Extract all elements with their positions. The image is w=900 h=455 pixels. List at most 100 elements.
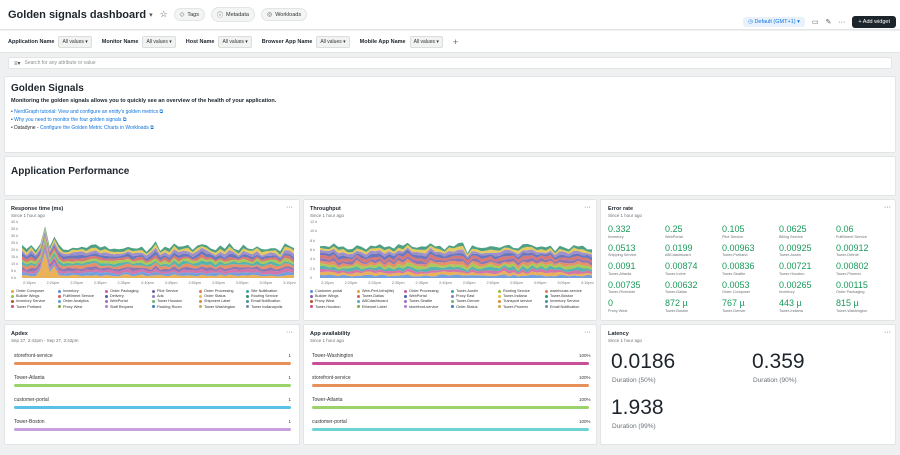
response-time-x-tick: 2:25pm bbox=[70, 281, 83, 285]
response-time-chart bbox=[22, 226, 294, 278]
filter-icon[interactable]: ≡▾ bbox=[14, 60, 21, 67]
workloads-label: Workloads bbox=[275, 11, 302, 18]
legend-swatch bbox=[11, 289, 14, 293]
tv-mode-icon[interactable]: ▭ bbox=[811, 19, 819, 26]
chevron-down-icon[interactable]: ▾ bbox=[149, 11, 153, 19]
legend-label: ABCdashboard bbox=[362, 299, 388, 304]
dashboard-title[interactable]: Golden signals dashboard bbox=[8, 8, 147, 21]
response-time-legend-item: Builder Wings bbox=[11, 294, 39, 298]
availability-bar bbox=[312, 428, 589, 431]
more-icon[interactable]: ··· bbox=[584, 204, 591, 211]
throughput-x-tick: 2:15pm bbox=[321, 281, 334, 285]
legend-label: Email Notification bbox=[251, 299, 281, 304]
link-golden-signals[interactable]: Why you need to monitor the four golden … bbox=[14, 117, 122, 123]
legend-swatch bbox=[498, 289, 501, 293]
throughput-legend-item: Email Notification bbox=[545, 305, 579, 309]
more-icon[interactable]: ··· bbox=[838, 18, 846, 26]
error-rate-label: Tower-Phoenix bbox=[836, 271, 862, 276]
legend-label: Order Composer bbox=[16, 289, 45, 293]
error-rate-value: 0.00874 bbox=[665, 261, 698, 271]
response-time-legend-item: Inventory Service bbox=[11, 299, 45, 303]
response-time-legend-item: Packing Room bbox=[152, 305, 182, 309]
legend-label: Pilot Service bbox=[157, 289, 179, 293]
filter-select[interactable]: All values ▾ bbox=[142, 35, 176, 48]
add-widget-button[interactable]: + Add widget bbox=[852, 16, 896, 28]
response-time-legend-item: Order Status bbox=[199, 294, 226, 298]
error-rate-value: 0.00802 bbox=[836, 261, 869, 271]
latency-p50-label: Duration (50%) bbox=[612, 377, 656, 384]
area-series bbox=[22, 239, 294, 268]
error-rate-label: Tower-Boston bbox=[665, 308, 689, 313]
response-time-legend-item: Email Notification bbox=[246, 299, 280, 303]
latency-p99-value: 1.938 bbox=[611, 396, 664, 419]
error-rate-value: 0.06 bbox=[836, 224, 854, 234]
error-rate-value: 0.00836 bbox=[722, 261, 755, 271]
legend-label: Fulfillment Service bbox=[63, 294, 95, 299]
error-rate-value: 0.332 bbox=[608, 224, 631, 234]
legend-label: Web-Perf-Infra(lite) bbox=[362, 289, 395, 293]
filter-select[interactable]: All values ▾ bbox=[218, 35, 252, 48]
error-rate-value: 872 µ bbox=[665, 298, 688, 308]
add-filter-icon[interactable]: + bbox=[452, 36, 459, 47]
apdex-row-value: 1 bbox=[288, 397, 291, 402]
response-time-legend-item: WebPortal bbox=[105, 299, 128, 303]
response-time-legend-item: Order Processing bbox=[199, 289, 234, 293]
response-time-legend-item: Order Composer bbox=[11, 289, 44, 293]
error-rate-label: Tower-Riverside bbox=[608, 290, 636, 294]
filter-select[interactable]: All values ▾ bbox=[409, 35, 443, 48]
legend-swatch bbox=[152, 289, 155, 293]
apdex-since: Sep 27, 2:42pm - Sep 27, 3:42pm bbox=[11, 338, 79, 343]
workloads-icon: ◎ bbox=[266, 12, 273, 18]
throughput-x-tick: 2:25pm bbox=[368, 281, 381, 285]
metadata-button[interactable]: ⓘ Metadata bbox=[210, 7, 255, 22]
throughput-x-tick: 3:10pm bbox=[581, 281, 594, 285]
filter-label: Monitor Name bbox=[101, 38, 139, 45]
more-icon[interactable]: ··· bbox=[884, 329, 891, 336]
workloads-button[interactable]: ◎ Workloads bbox=[260, 8, 308, 21]
more-icon[interactable]: ··· bbox=[884, 204, 891, 211]
edit-icon[interactable]: ✎ bbox=[825, 19, 832, 26]
metadata-label: Metadata bbox=[226, 11, 249, 18]
response-time-legend-item: Tower Portland bbox=[11, 305, 41, 309]
filter-select[interactable]: All values ▾ bbox=[316, 35, 350, 48]
area-series bbox=[320, 244, 592, 257]
response-time-x-tick: 2:15pm bbox=[23, 281, 36, 285]
response-time-legend-item: Site Notification bbox=[246, 289, 277, 293]
availability-row-name: customer-portal bbox=[312, 419, 347, 425]
link-nerdgraph[interactable]: NerdGraph tutorial: View and configure a… bbox=[14, 109, 159, 115]
error-rate-label: Tower-Portland bbox=[722, 253, 748, 257]
legend-swatch bbox=[498, 305, 501, 309]
area-series bbox=[320, 270, 592, 277]
error-rate-panel bbox=[600, 199, 896, 321]
legend-swatch bbox=[152, 299, 155, 303]
response-time-y-tick: 10 k bbox=[11, 262, 19, 266]
response-time-x-tick: 2:20pm bbox=[46, 281, 60, 285]
response-time-legend-item: Routing Service bbox=[246, 294, 278, 298]
area-series bbox=[320, 262, 592, 271]
response-time-x-tick: 2:55pm bbox=[212, 281, 225, 285]
filter-select[interactable]: All values ▾ bbox=[58, 35, 92, 48]
legend-swatch bbox=[451, 294, 454, 298]
area-series bbox=[22, 233, 294, 263]
availability-row-value: 100% bbox=[579, 375, 591, 380]
more-icon[interactable]: ··· bbox=[584, 329, 591, 336]
search-bar[interactable]: ≡▾ Search for any attribute or value bbox=[8, 57, 892, 69]
legend-label: Routing Service bbox=[503, 289, 530, 293]
legend-label: Order Processing bbox=[204, 289, 234, 293]
timezone-picker[interactable]: ◷ Default (GMT+1) ▾ bbox=[743, 17, 805, 27]
search-input[interactable]: Search for any attribute or value bbox=[24, 60, 96, 66]
tags-button[interactable]: ◇ Tags bbox=[173, 8, 205, 21]
error-rate-label: Shipping Service bbox=[608, 253, 637, 257]
star-icon[interactable]: ☆ bbox=[159, 9, 168, 19]
throughput-legend-item: Routing Service bbox=[498, 289, 530, 293]
legend-label: Builder Wings bbox=[16, 294, 40, 299]
more-icon[interactable]: ··· bbox=[286, 204, 293, 211]
error-rate-value: 0.00265 bbox=[779, 279, 812, 290]
error-rate-label: Tower-Austin bbox=[779, 253, 801, 257]
more-icon[interactable]: ··· bbox=[286, 329, 293, 336]
link-configure[interactable]: Configure the Golden Metric Charts in Wo… bbox=[40, 125, 149, 131]
response-time-legend-item: Tower Houston bbox=[152, 299, 182, 303]
legend-label: Inventory Service bbox=[16, 299, 46, 304]
area-series bbox=[22, 241, 294, 270]
golden-signals-subtitle: Monitoring the golden signals allows you… bbox=[11, 98, 277, 104]
